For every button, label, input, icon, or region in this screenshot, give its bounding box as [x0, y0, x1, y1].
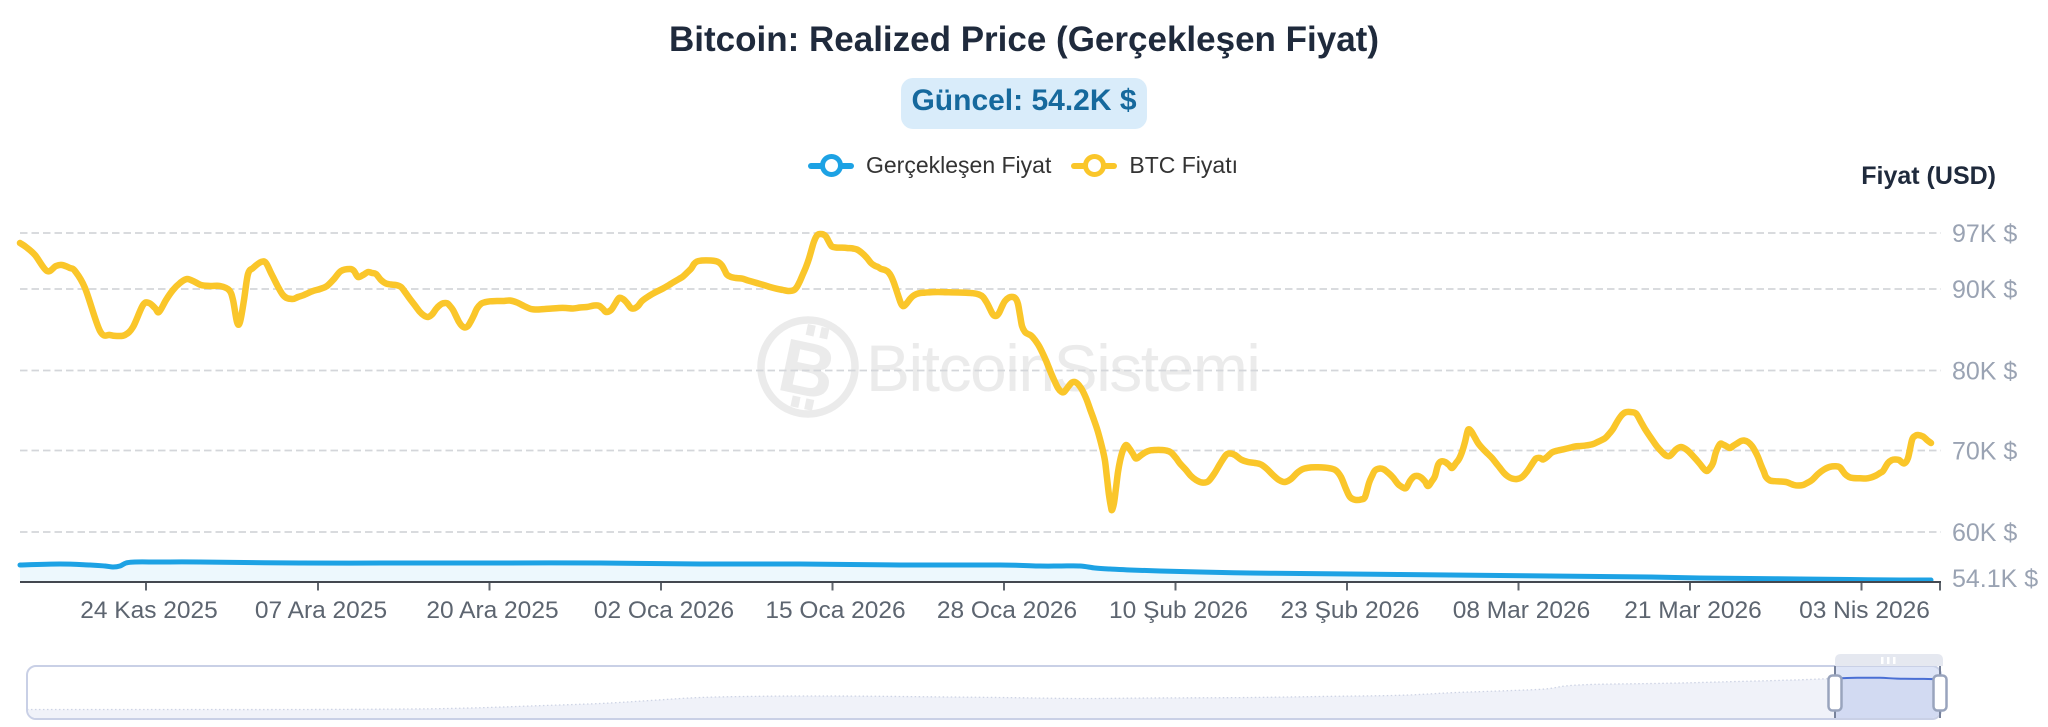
svg-text:24 Kas 2025: 24 Kas 2025 [80, 597, 218, 624]
svg-text:90K $: 90K $ [1952, 276, 2017, 304]
svg-text:20 Ara 2025: 20 Ara 2025 [426, 597, 558, 624]
svg-text:97K $: 97K $ [1952, 220, 2017, 248]
svg-text:07 Ara 2025: 07 Ara 2025 [255, 597, 387, 624]
svg-text:21 Mar 2026: 21 Mar 2026 [1624, 597, 1762, 624]
svg-text:08 Mar 2026: 08 Mar 2026 [1453, 597, 1591, 624]
svg-text:03 Nis 2026: 03 Nis 2026 [1799, 597, 1930, 624]
svg-text:60K $: 60K $ [1952, 519, 2017, 547]
svg-text:80K $: 80K $ [1952, 358, 2017, 386]
svg-text:28 Oca 2026: 28 Oca 2026 [937, 597, 1077, 624]
svg-text:70K $: 70K $ [1952, 438, 2017, 466]
svg-text:Fiyat (USD): Fiyat (USD) [1861, 162, 1996, 190]
svg-text:23 Şub 2026: 23 Şub 2026 [1281, 597, 1420, 624]
svg-text:02 Oca 2026: 02 Oca 2026 [594, 597, 734, 624]
svg-text:54.1K $: 54.1K $ [1952, 565, 2038, 593]
svg-text:15 Oca 2026: 15 Oca 2026 [765, 597, 905, 624]
svg-text:10 Şub 2026: 10 Şub 2026 [1109, 597, 1248, 624]
